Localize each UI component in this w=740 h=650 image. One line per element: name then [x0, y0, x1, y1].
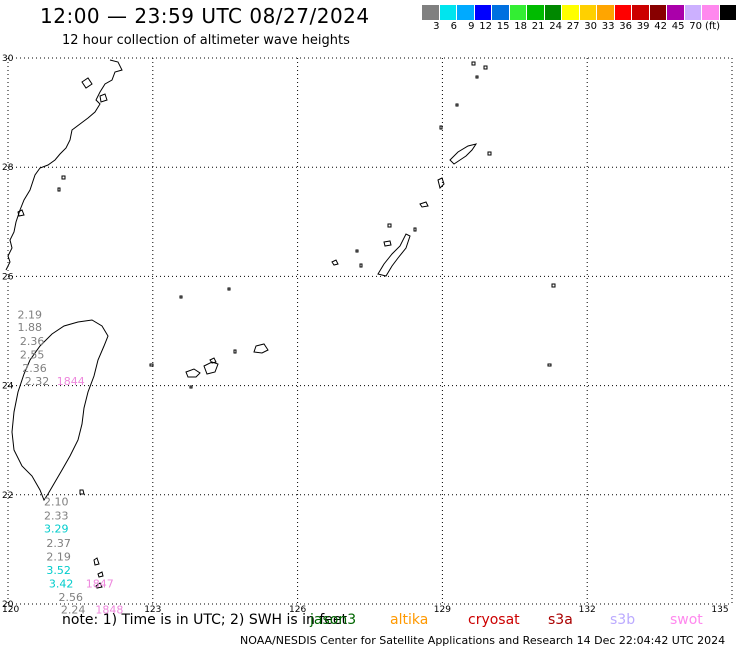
map-title: 12:00 — 23:59 UTC 08/27/2024 [40, 4, 370, 28]
wave-height-label: 2.56 [58, 591, 83, 604]
longitude-tick-label: 120 [2, 605, 19, 615]
wave-height-label: 3.52 [46, 564, 71, 577]
longitude-tick-label: 123 [144, 605, 161, 615]
amami-islands [413, 143, 492, 232]
china-coastline [5, 59, 123, 271]
legend-tick-label: 21 [531, 21, 545, 32]
wave-height-label: 2.32 [25, 375, 50, 388]
legend-swatch [684, 5, 702, 20]
map-subtitle: 12 hour collection of altimeter wave hei… [62, 33, 350, 48]
legend-swatch [562, 5, 580, 20]
wave-height-color-legend [422, 5, 737, 20]
legend-swatch [579, 5, 597, 20]
wave-height-label: 2.10 [44, 495, 69, 508]
latitude-tick-label: 20 [2, 600, 14, 610]
legend-tick-label: 33 [601, 21, 615, 32]
legend-tick-label: 36 [619, 21, 632, 32]
wave-height-label: 2.36 [22, 362, 47, 375]
legend-swatch [719, 5, 737, 20]
legend-tick-label: 70 [689, 21, 702, 32]
wave-height-label: 2.19 [46, 550, 71, 563]
longitude-tick-label: 129 [434, 605, 451, 615]
legend-swatch [439, 5, 457, 20]
satellite-legend-item: cryosat [468, 612, 520, 628]
wave-height-label: 1847 [86, 577, 114, 590]
legend-swatch [667, 5, 685, 20]
wave-height-label: 1844 [57, 375, 85, 388]
wave-height-label: 3.42 [49, 577, 74, 590]
legend-tick-label: 30 [584, 21, 597, 32]
legend-swatch [614, 5, 632, 20]
wave-height-label: 2.37 [46, 537, 71, 550]
legend-swatch [509, 5, 527, 20]
legend-swatch [597, 5, 615, 20]
wave-height-label: 2.36 [20, 335, 45, 348]
legend-tick-label: 15 [496, 21, 510, 32]
legend-swatch [492, 5, 510, 20]
legend-swatch [649, 5, 667, 20]
legend-swatch [527, 5, 545, 20]
latitude-tick-label: 22 [2, 491, 13, 501]
lat-lon-grid [7, 57, 733, 605]
satellite-legend-item: jason3 [310, 612, 357, 628]
latitude-tick-label: 24 [2, 382, 14, 392]
credit-line: NOAA/NESDIS Center for Satellite Applica… [240, 634, 726, 647]
satellite-legend-item: altika [390, 612, 429, 628]
legend-tick-label: 24 [549, 21, 562, 32]
legend-tick-label: 3 [433, 21, 440, 32]
legend-tick-label: 39 [636, 21, 650, 32]
latitude-tick-label: 30 [2, 54, 14, 64]
legend-swatch [474, 5, 492, 20]
axis-labels: 120 123 126 129 132 135 30 28 26 24 22 20 [2, 54, 729, 615]
taiwan-coastline [11, 319, 109, 502]
tokara-islands [439, 61, 556, 367]
footer-note: note: 1) Time is in UTC; 2) SWH is in fe… [62, 612, 348, 628]
legend-tick-label: 27 [566, 21, 580, 32]
wave-height-label: 2.55 [20, 348, 45, 361]
satellite-legend: jason3 altika cryosat s3a s3b swot [0, 612, 740, 630]
legend-tick-label: 9 [468, 21, 475, 32]
longitude-tick-label: 126 [289, 605, 306, 615]
wave-height-label: 2.33 [44, 510, 69, 523]
wave-height-label: 2.24 [61, 603, 86, 616]
wave-height-label: 1848 [95, 603, 123, 616]
legend-tick-label: 42 [654, 21, 667, 32]
batanes-islands [79, 489, 104, 589]
okinawa-islands [331, 223, 411, 277]
wave-height-label: 2.19 [17, 309, 42, 322]
legend-tick-label: 45 [671, 21, 685, 32]
wave-height-legend-ticks: 3 6 9 12 15 18 21 24 27 30 33 36 39 42 45 70 (ft) [422, 21, 723, 33]
legend-swatch [457, 5, 475, 20]
legend-swatch [544, 5, 562, 20]
satellite-legend-item: s3a [548, 612, 573, 628]
latitude-tick-label: 28 [2, 163, 14, 173]
legend-tick-label: 12 [479, 21, 492, 32]
legend-swatch [702, 5, 720, 20]
yaeyama-islands [149, 287, 269, 389]
wave-height-label: 1.88 [17, 321, 42, 334]
latitude-tick-label: 26 [2, 272, 14, 282]
legend-swatch [422, 5, 440, 20]
coastlines [5, 59, 556, 589]
wave-height-label: 3.29 [44, 523, 69, 536]
china-coast-islands [17, 77, 108, 217]
satellite-legend-item: s3b [610, 612, 636, 628]
legend-tick-label: 6 [450, 21, 457, 32]
legend-swatch [632, 5, 650, 20]
wave-height-observations: 2.191.882.362.552.362.32 18442.102.333.29… [17, 309, 123, 617]
legend-tick-label: (ft) [705, 21, 721, 32]
satellite-legend-item: swot [670, 612, 703, 628]
legend-tick-label: 18 [514, 21, 527, 32]
longitude-tick-label: 132 [579, 605, 596, 615]
longitude-tick-label: 135 [711, 605, 728, 615]
